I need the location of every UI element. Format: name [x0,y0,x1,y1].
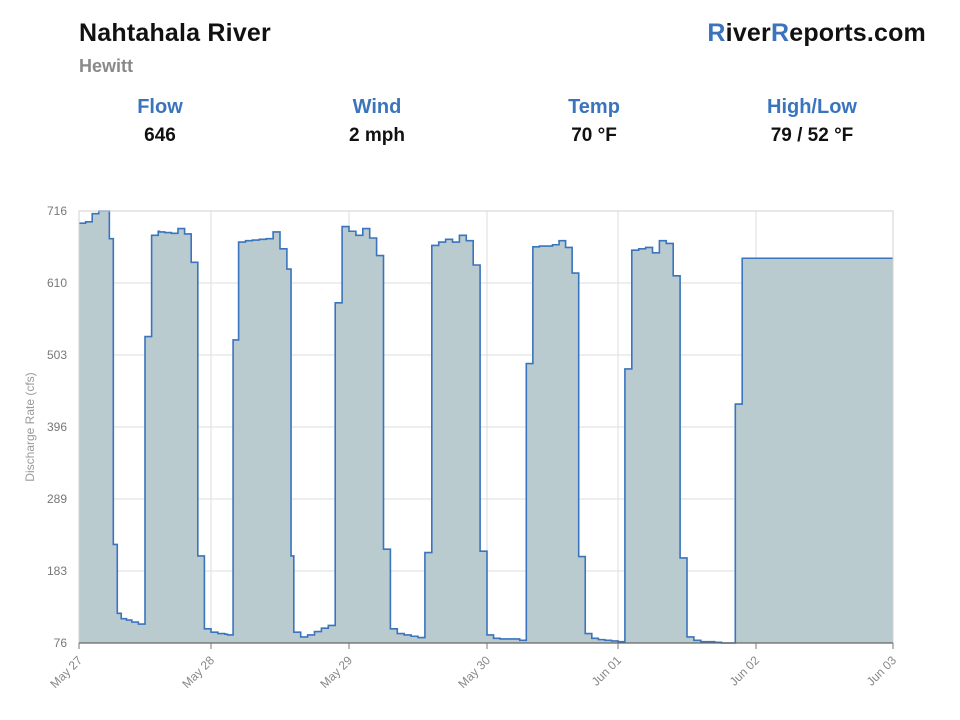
brand-text-iver: iver [725,19,771,47]
y-axis-label: Discharge Rate (cfs) [23,372,37,481]
brand-logo[interactable]: RiverReports.com [707,19,926,48]
x-tick-label: Jun 02 [727,653,763,689]
y-tick-label: 76 [54,636,68,650]
x-tick-label: May 29 [317,653,355,691]
stat-wind-value: 2 mph [349,125,405,146]
brand-letter-r2: R [770,19,790,47]
stat-flow-label: Flow [137,96,183,118]
x-tick-label: May 27 [47,653,85,691]
discharge-area-fill [79,211,893,643]
stat-flow: Flow 646 [60,96,260,147]
discharge-series-line [79,210,893,644]
stat-temp-value: 70 °F [571,125,617,146]
stat-wind: Wind 2 mph [277,96,477,147]
chart-area [79,210,893,644]
stat-temp: Temp 70 °F [494,96,694,147]
x-tick-label: May 28 [179,653,217,691]
stat-highlow: High/Low 79 / 52 °F [712,96,912,147]
gauge-name: Hewitt [79,56,133,76]
y-tick-label: 396 [47,420,67,434]
x-axis-ticks: May 27 May 28 May 29 May 30 Jun 01 Jun 02 Jun … [47,643,899,691]
stats-bar: Flow 646 Wind 2 mph Temp 70 °F High/Low … [60,96,900,156]
x-tick-label: Jun 01 [589,653,625,689]
stat-highlow-label: High/Low [767,96,857,118]
river-name: Nahtahala River [79,19,271,47]
chart-frame [78,210,894,644]
y-tick-label: 183 [47,564,67,578]
stat-temp-label: Temp [568,96,620,118]
stat-flow-value: 646 [144,125,176,146]
stat-highlow-value: 79 / 52 °F [770,125,854,146]
stat-wind-label: Wind [352,96,402,118]
y-tick-label: 716 [47,204,67,218]
x-tick-label: Jun 03 [864,653,900,689]
y-tick-label: 289 [47,492,67,506]
x-tick-label: May 30 [455,653,493,691]
brand-text-eports: eports.com [789,19,926,47]
y-axis-ticks: 716 610 503 396 289 183 76 [47,204,67,650]
y-tick-label: 503 [47,348,67,362]
y-tick-label: 610 [47,276,67,290]
brand-letter-r1: R [707,19,726,47]
